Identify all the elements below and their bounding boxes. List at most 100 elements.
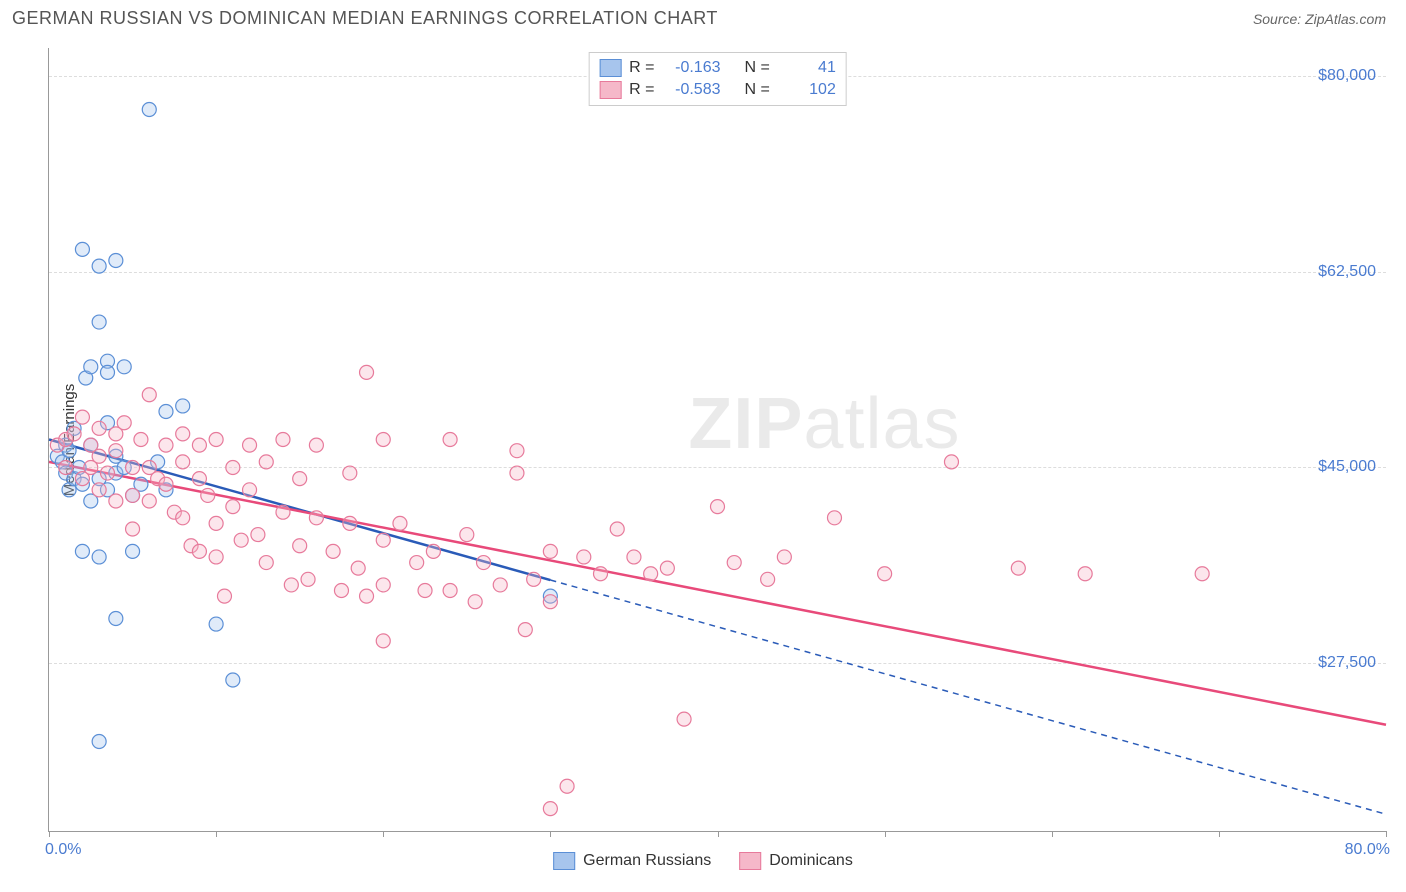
n-label: N = — [745, 59, 770, 77]
data-point-dominicans — [142, 388, 156, 402]
data-point-dominicans — [334, 584, 348, 598]
data-point-dominicans — [727, 556, 741, 570]
data-point-dominicans — [234, 533, 248, 547]
x-axis-min-label: 0.0% — [45, 841, 81, 859]
data-point-dominicans — [326, 544, 340, 558]
data-point-dominicans — [594, 567, 608, 581]
legend-item-0: German Russians — [553, 852, 711, 870]
data-point-dominicans — [92, 449, 106, 463]
data-point-dominicans — [301, 572, 315, 586]
data-point-dominicans — [460, 528, 474, 542]
data-point-german_russians — [84, 360, 98, 374]
data-point-dominicans — [259, 455, 273, 469]
data-point-dominicans — [577, 550, 591, 564]
data-point-german_russians — [142, 103, 156, 117]
data-point-dominicans — [468, 595, 482, 609]
data-point-dominicans — [209, 516, 223, 530]
x-tick — [718, 831, 719, 837]
data-point-dominicans — [426, 544, 440, 558]
data-point-dominicans — [343, 516, 357, 530]
data-point-dominicans — [393, 516, 407, 530]
r-value-0: -0.163 — [663, 59, 721, 77]
data-point-dominicans — [126, 488, 140, 502]
x-tick — [216, 831, 217, 837]
data-point-dominicans — [134, 433, 148, 447]
data-point-dominicans — [443, 433, 457, 447]
data-point-dominicans — [59, 460, 73, 474]
data-point-dominicans — [209, 550, 223, 564]
data-point-dominicans — [276, 433, 290, 447]
data-point-dominicans — [827, 511, 841, 525]
data-point-dominicans — [677, 712, 691, 726]
legend-row-series-1: R = -0.583 N = 102 — [599, 79, 836, 101]
data-point-dominicans — [117, 416, 131, 430]
data-point-dominicans — [251, 528, 265, 542]
data-point-dominicans — [878, 567, 892, 581]
data-point-dominicans — [376, 634, 390, 648]
data-point-dominicans — [610, 522, 624, 536]
data-point-german_russians — [226, 673, 240, 687]
x-tick — [550, 831, 551, 837]
chart-title: GERMAN RUSSIAN VS DOMINICAN MEDIAN EARNI… — [12, 8, 718, 29]
data-point-dominicans — [92, 483, 106, 497]
trend-line-dashed-german_russians — [550, 580, 1386, 814]
legend-swatch-0b — [553, 852, 575, 870]
data-point-dominicans — [644, 567, 658, 581]
data-point-dominicans — [243, 483, 257, 497]
n-value-1: 102 — [778, 81, 836, 99]
legend-row-series-0: R = -0.163 N = 41 — [599, 57, 836, 79]
legend-swatch-0 — [599, 59, 621, 77]
data-point-dominicans — [518, 623, 532, 637]
data-point-dominicans — [309, 511, 323, 525]
x-tick — [1052, 831, 1053, 837]
data-point-dominicans — [777, 550, 791, 564]
source-name: ZipAtlas.com — [1305, 11, 1386, 27]
chart-plot-area: Median Earnings $27,500$45,000$62,500$80… — [48, 48, 1386, 832]
data-point-german_russians — [92, 315, 106, 329]
legend-label-1: Dominicans — [769, 852, 853, 870]
data-point-german_russians — [75, 242, 89, 256]
data-point-dominicans — [761, 572, 775, 586]
data-point-dominicans — [201, 488, 215, 502]
data-point-dominicans — [75, 410, 89, 424]
data-point-german_russians — [209, 617, 223, 631]
data-point-german_russians — [159, 405, 173, 419]
data-point-german_russians — [92, 550, 106, 564]
data-point-dominicans — [510, 444, 524, 458]
data-point-dominicans — [351, 561, 365, 575]
data-point-dominicans — [176, 427, 190, 441]
data-point-dominicans — [92, 421, 106, 435]
data-point-dominicans — [176, 511, 190, 525]
data-point-dominicans — [543, 802, 557, 816]
data-point-dominicans — [284, 578, 298, 592]
data-point-dominicans — [226, 500, 240, 514]
data-point-dominicans — [100, 466, 114, 480]
data-point-dominicans — [560, 779, 574, 793]
data-point-dominicans — [209, 433, 223, 447]
data-point-dominicans — [192, 472, 206, 486]
data-point-dominicans — [67, 427, 81, 441]
x-tick — [49, 831, 50, 837]
data-point-german_russians — [75, 544, 89, 558]
data-point-dominicans — [217, 589, 231, 603]
legend-label-0: German Russians — [583, 852, 711, 870]
legend-swatch-1b — [739, 852, 761, 870]
data-point-german_russians — [92, 259, 106, 273]
data-point-german_russians — [176, 399, 190, 413]
data-point-dominicans — [109, 444, 123, 458]
data-point-dominicans — [309, 438, 323, 452]
source-label: Source: — [1253, 11, 1305, 27]
data-point-dominicans — [376, 578, 390, 592]
data-point-german_russians — [109, 611, 123, 625]
data-point-dominicans — [944, 455, 958, 469]
data-point-dominicans — [192, 544, 206, 558]
r-label: R = — [629, 81, 654, 99]
legend-swatch-1 — [599, 81, 621, 99]
data-point-dominicans — [1078, 567, 1092, 581]
data-point-dominicans — [376, 433, 390, 447]
data-point-dominicans — [293, 472, 307, 486]
data-point-dominicans — [711, 500, 725, 514]
x-tick — [885, 831, 886, 837]
data-point-dominicans — [243, 438, 257, 452]
n-value-0: 41 — [778, 59, 836, 77]
